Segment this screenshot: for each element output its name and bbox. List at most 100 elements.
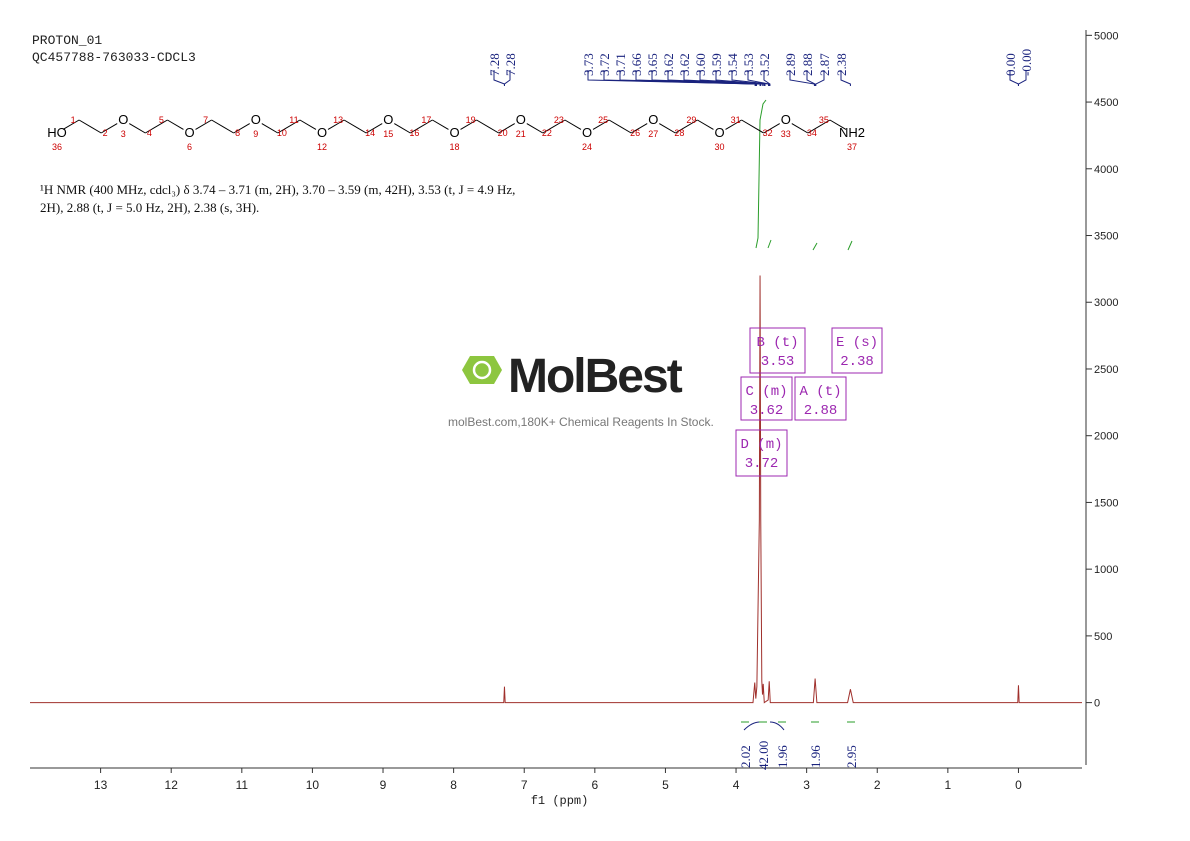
bond (526, 123, 544, 134)
spectrum-line (30, 275, 1082, 704)
bond (277, 119, 301, 134)
y-tick-label: 5000 (1094, 30, 1118, 42)
atom-number: 16 (409, 128, 419, 138)
peak-label: 3.60 (693, 53, 708, 76)
peak-label: 3.66 (629, 53, 644, 76)
peak-connector (763, 70, 771, 86)
atom-number: 7 (203, 115, 208, 125)
x-tick-label: 5 (662, 778, 669, 792)
y-tick-label: 4000 (1094, 164, 1118, 176)
atom-symbol: NH2 (839, 125, 865, 140)
bond (211, 119, 234, 134)
multiplet-name: C (m) (745, 384, 787, 400)
bond (697, 119, 714, 130)
multiplet-name: D (m) (740, 437, 782, 453)
multiplet-box (794, 376, 847, 421)
peak-connector (503, 70, 511, 86)
nmr-description: ¹H NMR (400 MHz, cdcl₃) δ 3.74 – 3.71 (m… (40, 182, 515, 197)
watermark-brand: MolBest (508, 350, 683, 403)
multiplet-shift: 2.38 (840, 354, 874, 370)
x-tick-label: 13 (94, 778, 108, 792)
peak-label: 7.28 (503, 53, 518, 76)
atom-number: 4 (147, 128, 152, 138)
atom-number: 37 (847, 142, 857, 152)
multiplet-box (735, 429, 788, 477)
atom-number: 11 (289, 115, 298, 125)
atom-symbol: O (184, 125, 194, 140)
atom-symbol: O (317, 125, 327, 140)
atom-number: 10 (277, 128, 287, 138)
atom-number: 15 (383, 129, 393, 139)
bond (343, 119, 367, 134)
multiplet-name: B (t) (756, 335, 798, 351)
atom-number: 32 (763, 128, 773, 138)
bond (725, 119, 742, 130)
bond (592, 119, 610, 130)
x-tick-label: 11 (236, 778, 249, 792)
peak-label: 2.89 (783, 53, 798, 76)
bond (62, 119, 80, 130)
y-tick-label: 4500 (1094, 97, 1118, 109)
peak-label: 3.62 (661, 53, 676, 76)
peak-label: 0.00 (1003, 53, 1018, 76)
bond (791, 123, 809, 134)
bond (542, 119, 566, 134)
y-tick-label: 0 (1094, 698, 1100, 710)
multiplet-name: E (s) (836, 335, 878, 351)
peak-label: 3.59 (709, 53, 724, 76)
x-axis-label: f1 (ppm) (531, 794, 589, 808)
atom-number: 33 (781, 129, 791, 139)
bond (100, 123, 118, 134)
bond (807, 119, 831, 134)
sample-id: QC457788-763033-CDCL3 (32, 50, 196, 65)
atom-number: 34 (807, 128, 817, 138)
multiplet-shift: 3.53 (761, 354, 795, 370)
atom-symbol: O (781, 112, 791, 127)
atom-number: 20 (498, 128, 508, 138)
peak-label: 7.28 (487, 53, 502, 76)
atom-symbol: O (648, 112, 658, 127)
atom-number: 25 (598, 115, 608, 125)
atom-number: 26 (630, 128, 640, 138)
y-tick-label: 3500 (1094, 231, 1118, 243)
integral-curve (755, 99, 853, 251)
x-tick-label: 3 (803, 778, 810, 792)
multiplet-box (749, 327, 806, 374)
atom-number: 29 (686, 115, 696, 125)
integral-bracket (743, 721, 785, 731)
peak-label: 3.52 (757, 53, 772, 76)
peak-label: 3.53 (741, 53, 756, 76)
multiplet-box (740, 376, 793, 421)
atom-number: 13 (333, 115, 343, 125)
bond (630, 123, 648, 134)
bond (460, 119, 477, 130)
atom-number: 17 (421, 115, 431, 125)
atom-number: 9 (253, 129, 258, 139)
atom-number: 28 (674, 128, 684, 138)
x-tick-label: 1 (945, 778, 952, 792)
bond (476, 119, 499, 134)
logo-ring (472, 360, 492, 380)
x-tick-label: 4 (733, 778, 740, 792)
bond (145, 119, 168, 134)
peak-label: 3.62 (677, 53, 692, 76)
bond (195, 119, 212, 130)
atom-number: 8 (235, 128, 240, 138)
bond (261, 123, 279, 134)
peak-label: 3.73 (581, 53, 596, 76)
atom-number: 19 (466, 115, 476, 125)
bond (327, 119, 345, 130)
peak-connector (1017, 70, 1027, 86)
x-tick-label: 10 (306, 778, 320, 792)
multiplet-name: A (t) (799, 384, 841, 400)
atom-number: 21 (516, 129, 526, 139)
x-tick-label: 8 (450, 778, 457, 792)
logo-hexagon (462, 356, 502, 384)
peak-label: 2.38 (834, 53, 849, 76)
atom-number: 23 (554, 115, 564, 125)
integral-value: 1.96 (808, 745, 823, 768)
y-tick-label: 1500 (1094, 497, 1118, 509)
bond (564, 119, 582, 130)
bond (763, 123, 780, 134)
integral-value: 2.95 (844, 745, 859, 768)
